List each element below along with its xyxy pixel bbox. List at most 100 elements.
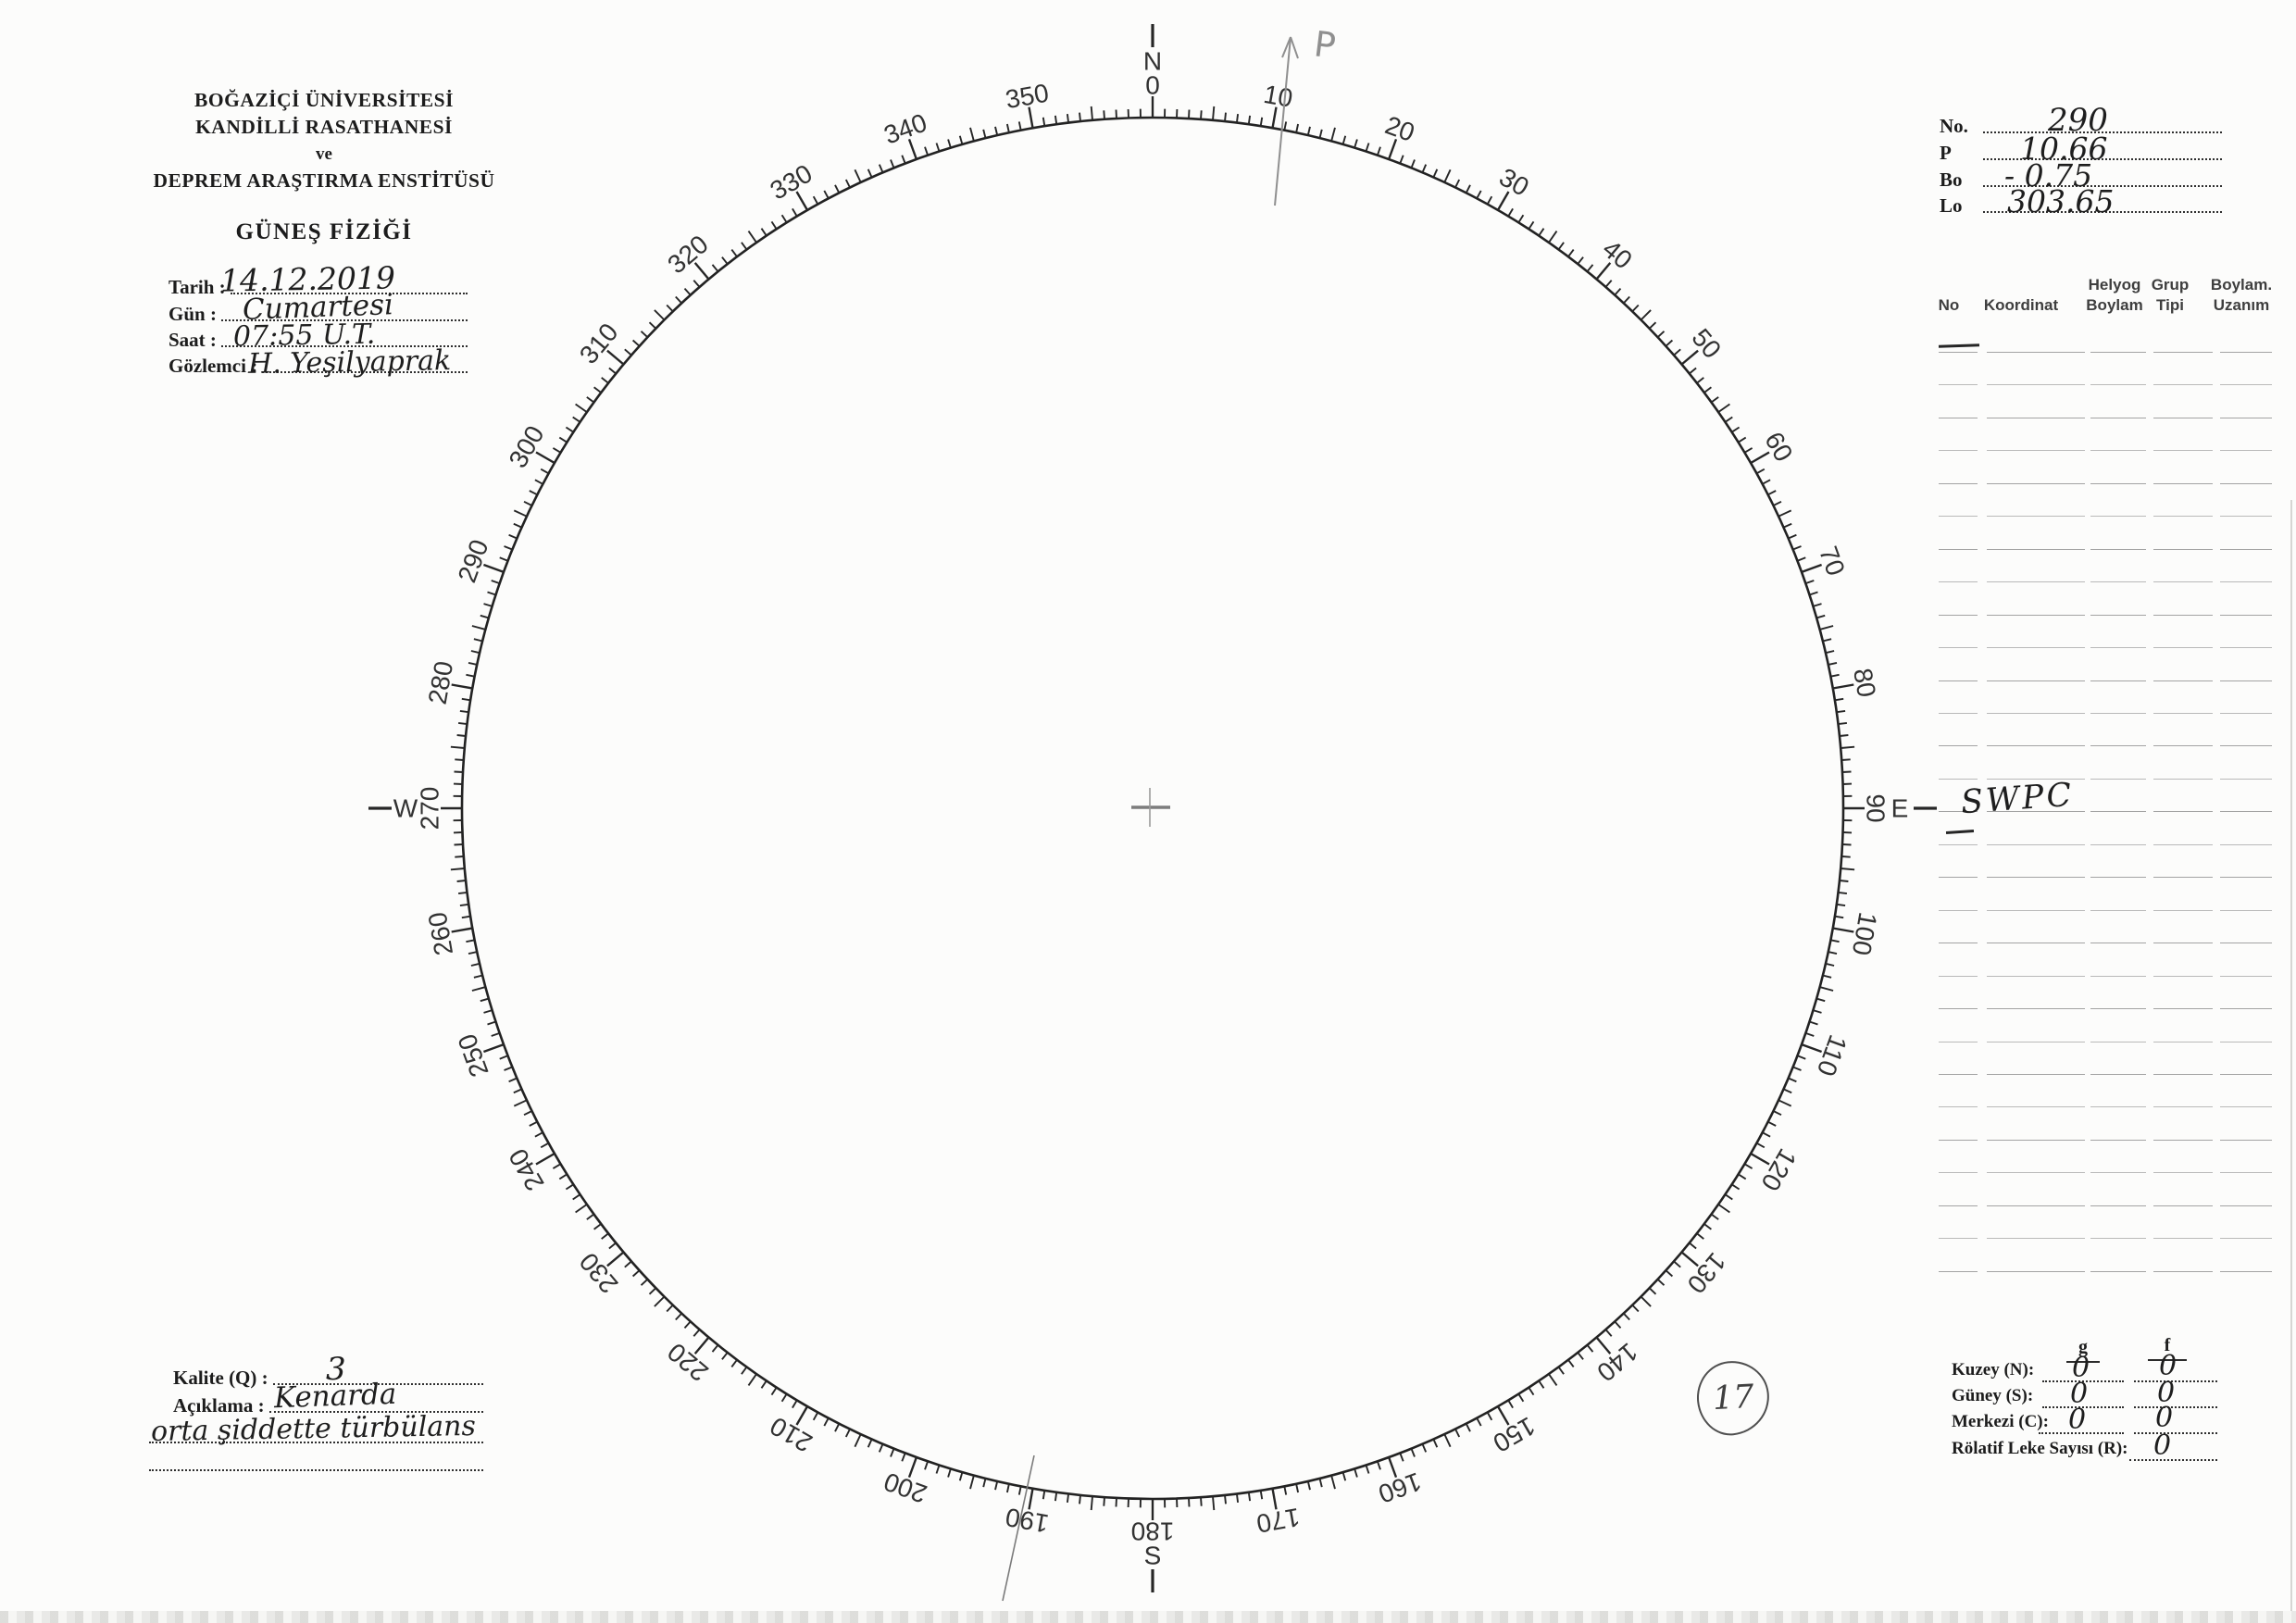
degree-tick [1819,625,1834,630]
dotted-line [220,319,468,321]
group-table-row-line [2090,1139,2146,1141]
degree-tick [1399,155,1404,164]
group-table-row-line [1987,713,2085,714]
dotted-line [220,345,468,347]
degree-tick [1762,479,1771,485]
degree-tick [969,127,975,142]
group-table-row-line [1939,647,1978,648]
degree-tick [1841,770,1852,773]
degree-tick [1665,339,1674,347]
degree-tick [1841,868,1855,871]
degree-label: 270 [416,787,444,830]
degree-tick [1838,721,1848,726]
degree-tick [540,1142,549,1149]
group-table-row-line [2090,516,2146,518]
degree-label: 320 [662,230,714,280]
group-table-row-line [2220,1073,2272,1075]
group-table-row-line [2153,1238,2213,1240]
degree-tick [454,770,464,773]
degree-tick [1259,1490,1264,1500]
degree-tick [1841,855,1851,858]
degree-tick [483,1009,493,1014]
degree-tick [1507,207,1514,218]
degree-tick [491,1032,500,1037]
group-table-row-line [2090,1270,2146,1272]
degree-tick [1819,986,1834,992]
group-table-row-line [1987,614,2085,616]
degree-tick [454,843,464,846]
degree-label: 340 [880,108,931,150]
degree-tick [935,143,941,152]
group-table-row-line [2220,581,2272,583]
header-text: Grup [2151,276,2190,293]
degree-tick [1792,545,1802,551]
degree-tick [456,880,467,882]
degree-tick [593,386,602,393]
degree-tick [1476,190,1482,199]
kuzey-label: Kuzey (N): [1952,1360,2035,1380]
degree-tick [1212,106,1216,120]
degree-tick [1813,603,1822,607]
degree-tick [1465,184,1471,194]
guney-label: Güney (S): [1952,1386,2034,1405]
degree-tick [1717,1204,1730,1214]
degree-tick [1387,1456,1398,1479]
degree-tick [466,939,475,943]
scan-noise-strip [0,1611,2296,1623]
group-table-row-line [1939,1073,1978,1075]
degree-tick [1443,1433,1452,1448]
eph-lo-value-handwritten: 303.65 [2007,183,2115,219]
degree-tick [459,709,469,714]
degree-tick [640,1279,649,1286]
group-table-row-line [2153,384,2213,386]
degree-tick [1017,121,1022,131]
field-eph-lo: Lo [1940,192,2222,216]
degree-tick [1731,1183,1741,1191]
group-table-row-line [2220,975,2272,977]
degree-tick [1377,146,1381,156]
group-table-row-line [2090,1238,2146,1240]
kuzey-f-value-handwritten: 0 [2159,1350,2177,1382]
group-table-row-line [2153,680,2213,681]
dotted-line [2039,1432,2124,1434]
group-table-row-line [2153,1008,2213,1009]
degree-label: 180 [1131,1517,1175,1546]
degree-tick [1809,591,1818,596]
degree-tick [513,1099,528,1107]
degree-tick [1830,673,1840,678]
group-table-row-line [2090,614,2146,616]
degree-tick [1200,1497,1203,1506]
degree-tick [958,135,964,145]
degree-tick [1783,522,1792,529]
group-table-row-line [2220,548,2272,550]
degree-tick [1631,304,1640,313]
degree-tick [792,207,798,218]
degree-tick [1673,1260,1681,1268]
saat-label: Saat : [168,329,217,351]
degree-tick [534,1131,543,1138]
group-table-row-line [1987,581,2085,583]
degree-tick [455,758,464,761]
degree-tick [575,1204,588,1214]
degree-label: 310 [574,318,624,369]
degree-tick [1318,1478,1323,1488]
degree-tick [1259,117,1264,127]
degree-tick [1586,264,1594,272]
group-table-row-line [2220,647,2272,648]
degree-tick [854,1433,862,1448]
degree-tick [1841,843,1852,846]
group-table-row-line [2090,1205,2146,1206]
degree-tick [1665,1269,1674,1278]
degree-tick [730,249,738,257]
institution-line: KANDİLLİ RASATHANESİ [195,116,453,138]
degree-tick [1387,138,1398,160]
degree-tick [1079,1494,1081,1504]
group-table-row-line [2220,1205,2272,1206]
degree-label: 10 [1262,80,1295,113]
dotted-line [1983,131,2222,133]
degree-tick [606,349,625,366]
degree-tick [1283,1486,1288,1495]
header-text: Uzanım [2213,296,2270,314]
degree-tick [471,986,486,992]
degree-tick [1783,1088,1792,1094]
